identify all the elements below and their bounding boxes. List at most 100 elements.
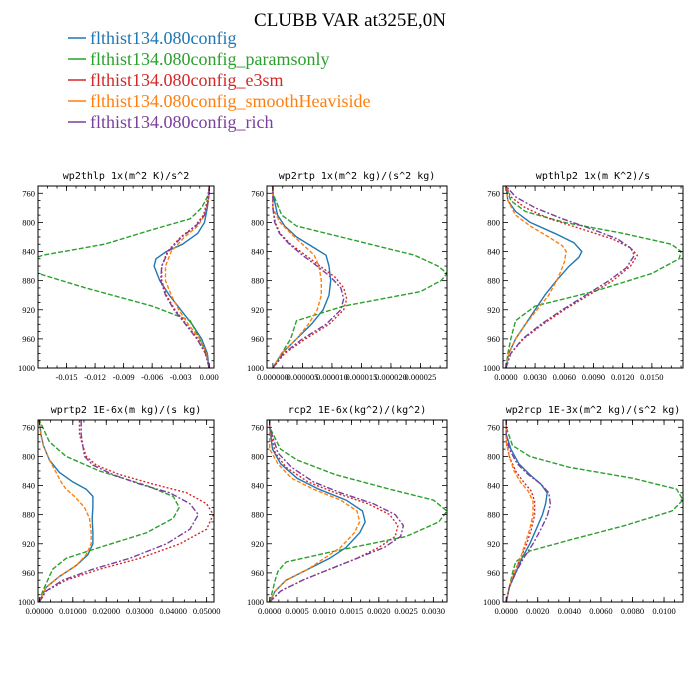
x-tick-label: 0.05000 bbox=[193, 606, 221, 616]
series-line bbox=[505, 186, 636, 368]
x-tick-label: 0.0000 bbox=[258, 606, 281, 616]
x-tick-label: 0.0080 bbox=[621, 606, 644, 616]
x-tick-label: -0.009 bbox=[113, 372, 135, 382]
x-tick-label: 0.0030 bbox=[422, 606, 445, 616]
y-tick-label: 960 bbox=[487, 334, 500, 344]
y-tick-label: 840 bbox=[251, 481, 264, 491]
x-tick-label: -0.003 bbox=[170, 372, 192, 382]
y-tick-label: 840 bbox=[487, 481, 500, 491]
y-tick-label: 880 bbox=[22, 276, 35, 286]
x-tick-label: 0.000 bbox=[200, 372, 219, 382]
y-tick-label: 880 bbox=[22, 510, 35, 520]
x-tick-label: -0.006 bbox=[141, 372, 163, 382]
series-group bbox=[38, 186, 210, 368]
series-line bbox=[272, 186, 348, 368]
y-tick-label: 840 bbox=[251, 247, 264, 257]
x-tick-label: 0.0025 bbox=[394, 606, 417, 616]
y-tick-label: 920 bbox=[487, 539, 500, 549]
series-line bbox=[505, 420, 552, 602]
y-tick-label: 920 bbox=[251, 539, 264, 549]
x-tick-label: 0.0100 bbox=[652, 606, 675, 616]
x-tick-label: 0.000020 bbox=[375, 372, 407, 382]
series-group bbox=[269, 420, 447, 602]
y-tick-label: 760 bbox=[251, 422, 264, 432]
plot-frame bbox=[37, 419, 215, 603]
series-line bbox=[272, 186, 322, 368]
panel-5: rcp2 1E-6x(kg^2)/(kg^2) 760 800 840 880 920 96… bbox=[247, 405, 448, 616]
y-tick-label: 920 bbox=[22, 539, 35, 549]
y-tick-label: 840 bbox=[22, 481, 35, 491]
series-line bbox=[161, 186, 210, 368]
legend-label: flthist134.080config_smoothHeaviside bbox=[90, 91, 370, 111]
x-tick-label: 0.02000 bbox=[92, 606, 120, 616]
panel-title: rcp2 1E-6x(kg^2)/(kg^2) bbox=[288, 405, 426, 416]
y-tick-label: 880 bbox=[487, 510, 500, 520]
series-line bbox=[505, 186, 567, 368]
panel-title: wpthlp2 1x(m K^2)/s bbox=[536, 171, 650, 182]
panel-3: wpthlp2 1x(m K^2)/s 760 800 840 880 920 960 100… bbox=[483, 171, 684, 382]
y-tick-label: 800 bbox=[251, 451, 264, 461]
y-tick-label: 1000 bbox=[483, 597, 500, 607]
x-tick-label: 0.0015 bbox=[340, 606, 363, 616]
y-tick-label: 1000 bbox=[247, 597, 264, 607]
series-line bbox=[269, 420, 405, 602]
series-group bbox=[38, 420, 214, 602]
panel-1: wp2thlp 1x(m^2 K)/s^2 760 800 840 880 920 960 1… bbox=[18, 171, 219, 382]
legend-label: flthist134.080config_paramsonly bbox=[90, 49, 329, 69]
series-line bbox=[38, 420, 214, 602]
panel-title: wp2rtp 1x(m^2 kg)/(s^2 kg) bbox=[279, 171, 436, 182]
series-group bbox=[505, 420, 683, 602]
legend: flthist134.080configflthist134.080config… bbox=[68, 28, 370, 132]
x-tick-label: 0.0120 bbox=[611, 372, 634, 382]
series-line bbox=[153, 186, 210, 368]
series-line bbox=[269, 420, 399, 602]
y-tick-label: 960 bbox=[22, 568, 35, 578]
y-tick-label: 880 bbox=[251, 510, 264, 520]
panel-title: wp2thlp 1x(m^2 K)/s^2 bbox=[63, 171, 189, 182]
series-line bbox=[272, 186, 345, 368]
x-tick-label: 0.0020 bbox=[526, 606, 549, 616]
series-line bbox=[269, 420, 361, 602]
y-tick-label: 800 bbox=[22, 217, 35, 227]
legend-entry: flthist134.080config_rich bbox=[68, 112, 273, 132]
x-tick-label: 0.0090 bbox=[582, 372, 605, 382]
y-tick-label: 800 bbox=[487, 217, 500, 227]
x-tick-label: 0.0005 bbox=[285, 606, 308, 616]
x-tick-label: 0.0000 bbox=[494, 372, 517, 382]
panel-title: wprtp2 1E-6x(m kg)/(s kg) bbox=[51, 405, 202, 416]
x-tick-label: 0.0060 bbox=[553, 372, 576, 382]
x-tick-label: 0.0020 bbox=[367, 606, 390, 616]
y-tick-label: 920 bbox=[22, 305, 35, 315]
y-tick-label: 1000 bbox=[247, 363, 264, 373]
y-tick-label: 840 bbox=[22, 247, 35, 257]
plot-frame bbox=[502, 419, 684, 603]
y-tick-label: 800 bbox=[251, 217, 264, 227]
y-tick-label: 760 bbox=[487, 422, 500, 432]
x-tick-label: 0.000000 bbox=[257, 372, 289, 382]
series-line bbox=[269, 420, 447, 602]
series-group bbox=[505, 186, 682, 368]
x-tick-label: 0.000015 bbox=[345, 372, 377, 382]
x-tick-label: -0.015 bbox=[56, 372, 78, 382]
series-line bbox=[272, 186, 332, 368]
y-tick-label: 760 bbox=[487, 188, 500, 198]
y-tick-label: 760 bbox=[251, 188, 264, 198]
y-tick-label: 960 bbox=[251, 568, 264, 578]
y-tick-label: 1000 bbox=[483, 363, 500, 373]
legend-label: flthist134.080config_rich bbox=[90, 112, 273, 132]
x-tick-label: 0.0040 bbox=[558, 606, 581, 616]
series-line bbox=[38, 420, 92, 602]
x-tick-label: 0.000005 bbox=[286, 372, 318, 382]
series-line bbox=[38, 420, 199, 602]
y-tick-label: 1000 bbox=[18, 363, 35, 373]
panel-2: wp2rtp 1x(m^2 kg)/(s^2 kg) 760 800 840 880 92… bbox=[247, 171, 448, 382]
legend-entry: flthist134.080config_paramsonly bbox=[68, 49, 329, 69]
x-tick-label: 0.0060 bbox=[589, 606, 612, 616]
x-tick-label: 0.0000 bbox=[494, 606, 517, 616]
x-tick-label: 0.000010 bbox=[316, 372, 348, 382]
y-tick-label: 880 bbox=[251, 276, 264, 286]
x-tick-label: 0.03000 bbox=[126, 606, 154, 616]
x-tick-label: -0.012 bbox=[84, 372, 106, 382]
panel-title: wp2rcp 1E-3x(m^2 kg)/(s^2 kg) bbox=[506, 405, 681, 416]
y-tick-label: 960 bbox=[22, 334, 35, 344]
